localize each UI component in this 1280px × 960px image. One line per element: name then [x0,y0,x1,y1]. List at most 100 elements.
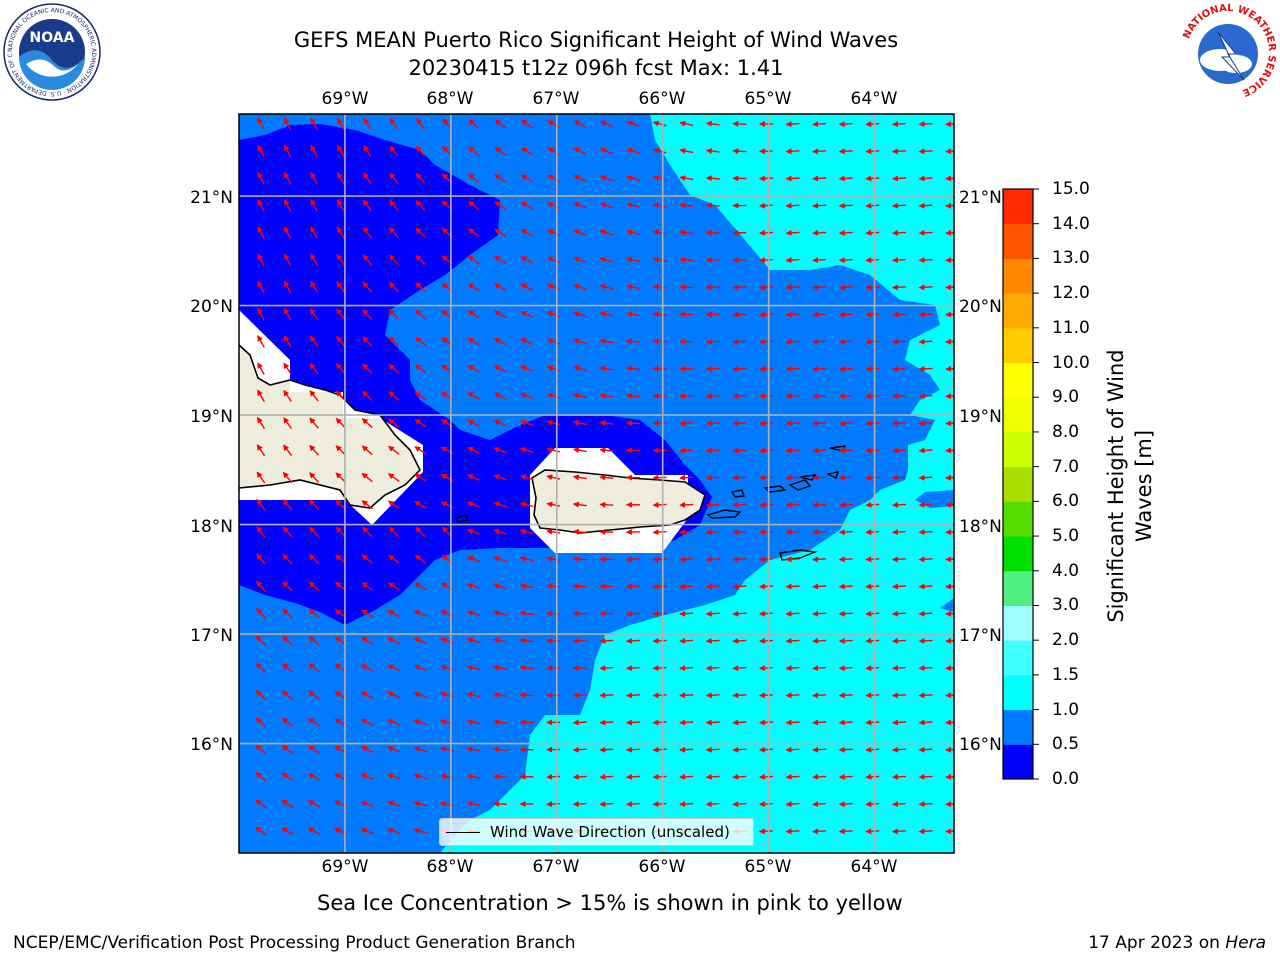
footer-date: 17 Apr 2023 on Hera [1088,933,1266,953]
wind-arrow [415,118,426,130]
wind-arrow [519,719,534,726]
wind-arrow [891,583,906,590]
wind-arrow [679,284,694,291]
wind-arrow [336,335,346,348]
wind-arrow [283,280,292,294]
colorbar-segment [1003,709,1033,745]
wind-arrow [918,719,933,726]
wind-arrow [838,583,853,590]
wind-arrow [336,199,345,212]
wind-arrow [705,746,720,753]
wind-arrow [973,450,986,451]
wind-arrow [973,776,986,777]
wind-arrow [388,254,399,266]
wind-arrow [468,173,480,184]
wind-arrow [308,855,320,861]
wind-arrow [308,499,320,510]
wind-arrow [918,501,933,508]
wind-arrow [812,229,827,236]
wind-arrow [732,583,747,590]
wind-arrow [625,556,640,563]
wind-arrow [308,608,320,619]
wind-arrow [812,447,827,454]
wind-arrow [705,202,720,209]
wind-arrow [387,582,400,591]
wind-arrow [493,392,507,400]
wind-arrow [838,665,853,672]
hispaniola-coastline [239,344,421,509]
wind-arrow [599,283,614,290]
lon-label-bottom-67w: 67°W [532,857,580,877]
wind-arrow [256,471,266,484]
wind-arrow [625,665,640,672]
colorbar-segment [1003,674,1033,711]
wind-arrow [362,226,372,239]
wind-arrow [387,637,401,645]
wind-arrow [493,365,507,373]
colorbar-tick-label: 7.0 [1052,456,1080,477]
wind-arrow [758,202,773,209]
wind-arrow [732,556,747,563]
wind-arrow [520,229,534,237]
wind-arrow [679,529,694,536]
wind-arrow [918,773,933,780]
wind-arrow [493,310,507,319]
wind-arrow [705,583,720,590]
wind-arrow [255,744,267,755]
wind-arrow [679,256,694,263]
colorbar-segment [1003,223,1033,259]
wind-arrow [361,472,373,483]
wind-arrow [812,801,827,808]
legend-line-icon [446,831,480,833]
colorbar-segment [1003,570,1033,606]
wind-arrow [599,474,614,481]
wind-arrow [255,772,267,782]
wind-arrow [891,637,906,644]
wind-arrow [520,365,534,372]
wind-arrow [758,284,773,291]
wind-arrow [626,202,640,209]
wind-arrow [732,311,747,318]
wind-arrow [652,773,667,780]
wind-arrow [415,172,426,184]
wind-arrow [625,637,640,644]
wind-arrow [732,773,747,780]
wind-arrow [467,255,480,265]
wind-arrow [281,772,294,782]
colorbar-tick-label: 14.0 [1052,213,1090,234]
wind-arrow [283,444,293,456]
wind-arrow [572,474,587,481]
wind-arrow [679,175,694,182]
wind-arrow [891,474,906,481]
wind-arrow [387,746,401,753]
wind-arrow [546,338,560,345]
lat-label-right-16n: 16°N [959,735,1002,755]
wind-arrow [307,745,321,754]
wind-arrow [546,773,561,780]
lon-label-bottom-65w: 65°W [744,857,792,877]
wind-arrow [785,719,800,726]
wind-arrow [335,445,346,456]
wind-arrow [467,228,480,238]
wind-arrow [973,668,986,669]
wind-arrow [945,746,954,753]
wind-arrow [838,692,853,699]
nws-logo: NATIONAL WEATHER SERVICE [1178,2,1278,102]
wind-arrow [652,719,667,726]
wind-arrow [282,855,293,862]
wind-arrow [732,338,747,345]
footer-host: Hera [1225,933,1266,953]
wind-arrow [283,253,292,267]
wind-arrow [413,719,427,726]
wind-arrow [891,202,906,209]
wind-arrow [335,390,346,402]
wind-arrow [785,121,800,128]
wind-arrow [785,257,800,264]
wind-arrow [838,828,853,835]
wind-arrow [945,529,954,536]
wind-arrow [493,610,507,617]
colorbar-segment [1003,605,1033,641]
wind-arrow [468,118,480,129]
wind-arrow [415,200,426,211]
wind-arrow [732,665,747,672]
